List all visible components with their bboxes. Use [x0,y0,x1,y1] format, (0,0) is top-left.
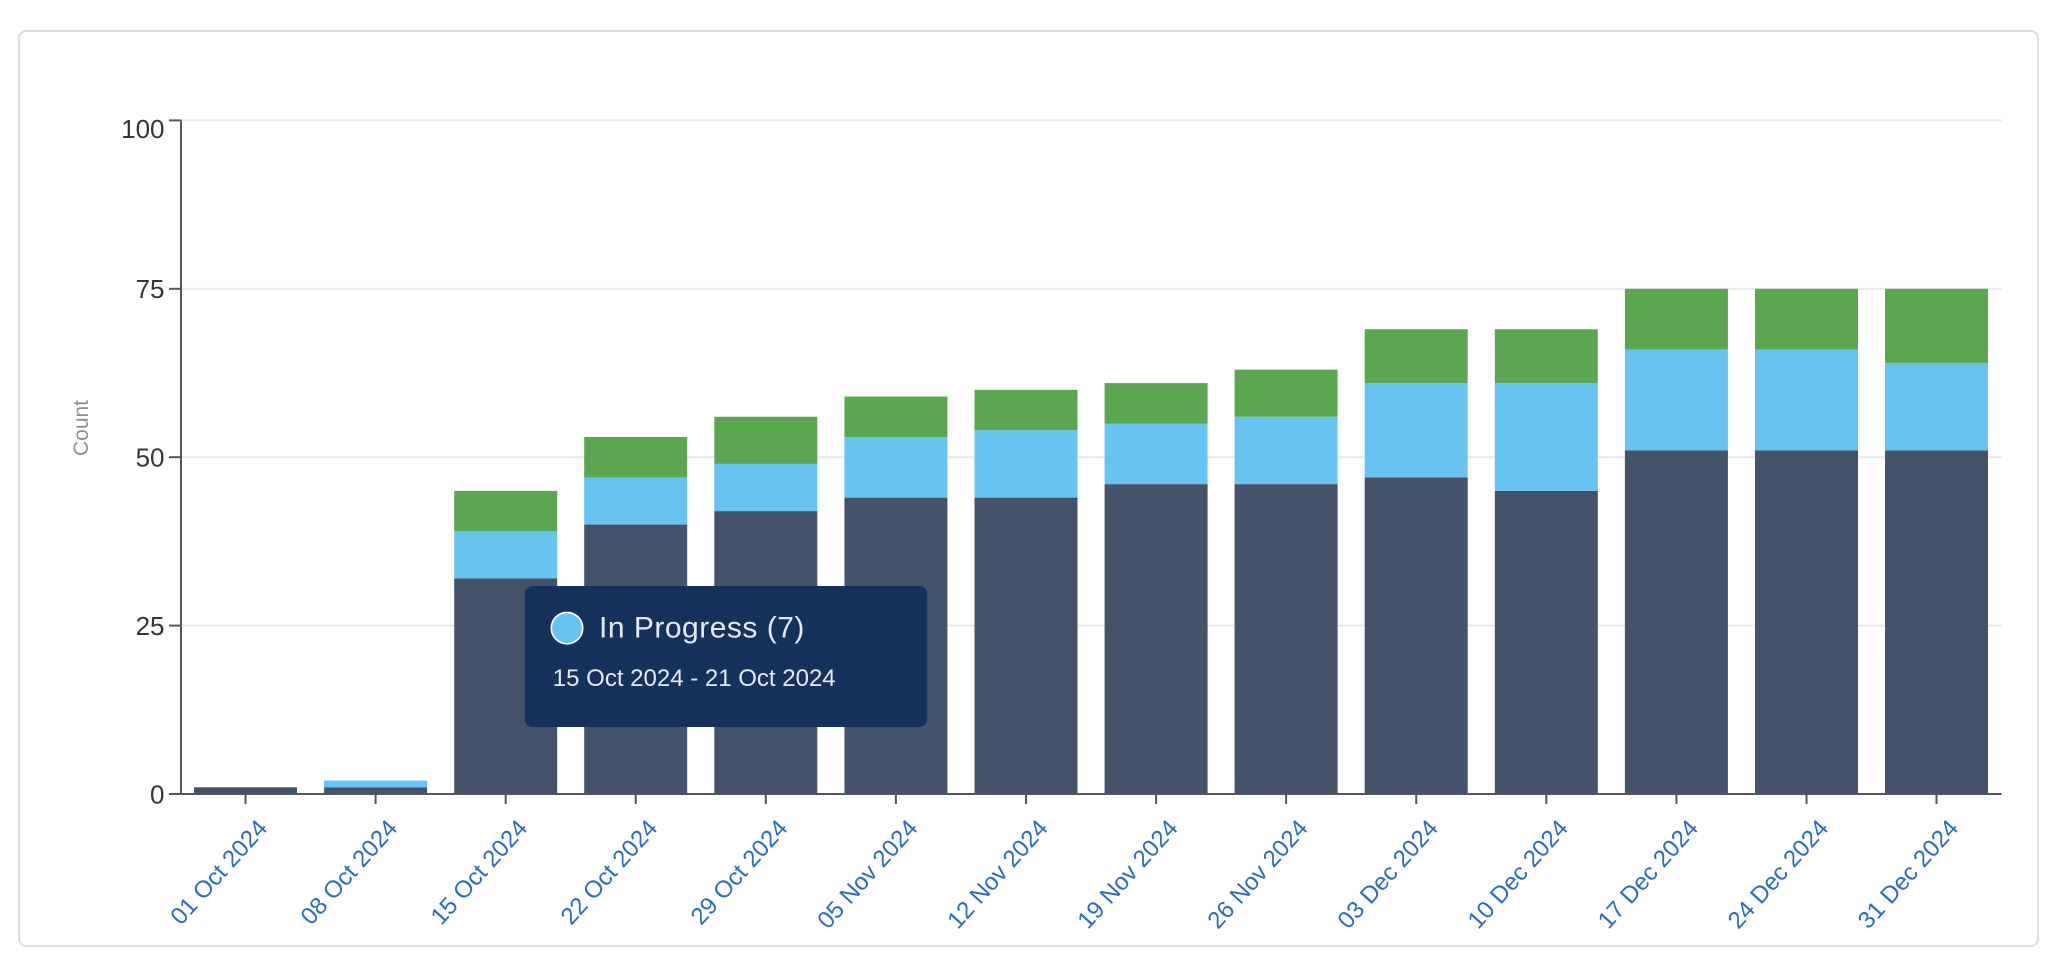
svg-text:50: 50 [136,443,165,473]
svg-text:25: 25 [136,611,165,641]
svg-text:75: 75 [136,274,165,304]
svg-text:24 Dec 2024: 24 Dec 2024 [1723,815,1834,934]
svg-text:03 Dec 2024: 03 Dec 2024 [1333,815,1444,934]
svg-text:15 Oct 2024: 15 Oct 2024 [426,815,534,930]
svg-text:01 Oct 2024: 01 Oct 2024 [165,815,273,930]
svg-text:10 Dec 2024: 10 Dec 2024 [1463,815,1574,934]
svg-text:15 Oct 2024 - 21 Oct 2024: 15 Oct 2024 - 21 Oct 2024 [553,665,836,692]
svg-text:17 Dec 2024: 17 Dec 2024 [1593,815,1704,934]
svg-text:31 Dec 2024: 31 Dec 2024 [1853,815,1964,934]
svg-text:19 Nov 2024: 19 Nov 2024 [1072,815,1183,934]
svg-text:29 Oct 2024: 29 Oct 2024 [686,815,794,930]
svg-text:08 Oct 2024: 08 Oct 2024 [295,815,403,930]
svg-text:100: 100 [121,114,164,144]
svg-text:0: 0 [150,779,164,809]
svg-text:05 Nov 2024: 05 Nov 2024 [812,815,923,934]
svg-text:26 Nov 2024: 26 Nov 2024 [1202,815,1313,934]
svg-text:Count: Count [70,400,93,456]
svg-text:In Progress (7): In Progress (7) [599,611,805,644]
svg-text:22 Oct 2024: 22 Oct 2024 [556,815,664,930]
svg-text:12 Nov 2024: 12 Nov 2024 [942,815,1053,934]
